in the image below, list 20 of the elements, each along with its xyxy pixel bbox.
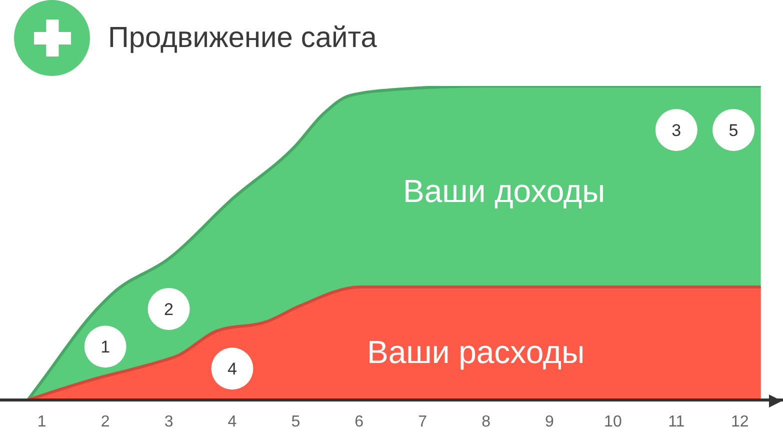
x-tick-label: 11 xyxy=(668,413,685,430)
x-tick-label: 5 xyxy=(291,413,300,430)
x-tick-label: 8 xyxy=(482,413,491,430)
x-tick-label: 6 xyxy=(354,413,364,430)
x-tick-label: 2 xyxy=(100,413,110,430)
annotation: 1 xyxy=(100,337,110,356)
annotation: 4 xyxy=(228,359,237,378)
x-tick-label: 1 xyxy=(37,413,46,430)
annotation: 2 xyxy=(164,299,174,318)
annotation: 5 xyxy=(728,120,738,140)
series-label: Ваши расходы xyxy=(367,334,585,370)
x-tick-label: 4 xyxy=(228,413,237,430)
x-tick-label: 10 xyxy=(604,413,622,430)
x-tick-label: 12 xyxy=(730,413,749,430)
x-tick-label: 7 xyxy=(418,413,428,430)
x-tick-label: 3 xyxy=(164,413,174,430)
x-tick-label: 9 xyxy=(545,413,554,430)
annotation: 3 xyxy=(672,120,682,140)
series-label: Ваши доходы xyxy=(403,173,606,209)
chart-title: Продвижение сайта xyxy=(108,22,377,54)
